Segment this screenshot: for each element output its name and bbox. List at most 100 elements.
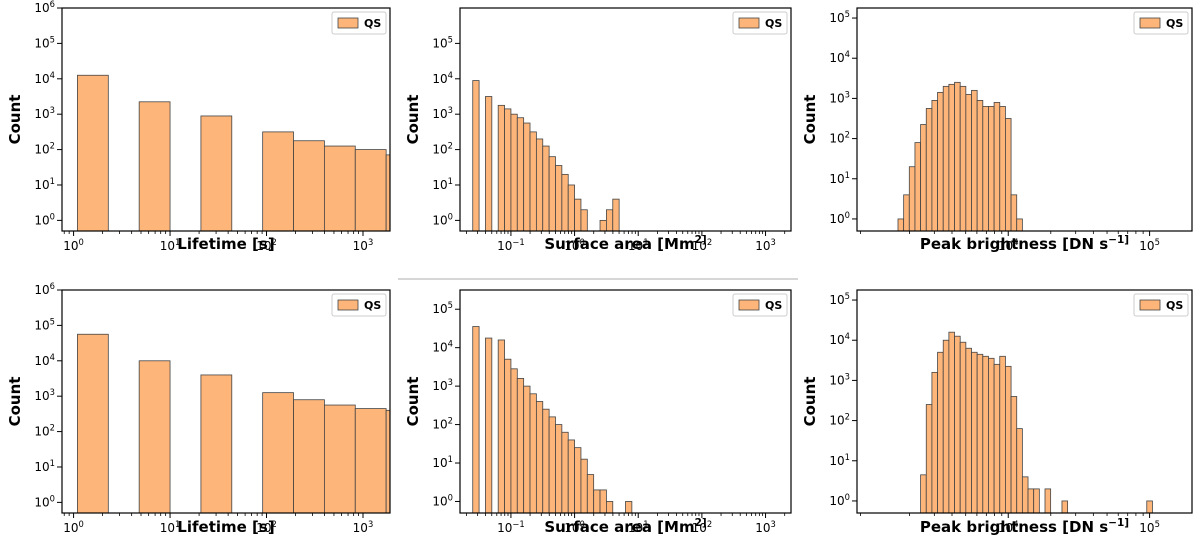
histogram-bar: [787, 439, 818, 513]
histogram-bar: [516, 378, 525, 513]
histogram-bar: [971, 351, 978, 513]
histogram-bar: [293, 399, 325, 513]
histogram-bar: [965, 93, 972, 231]
y-tick-label: 102: [829, 412, 850, 428]
legend-label: QS: [765, 299, 782, 312]
histogram-bar: [485, 96, 493, 231]
histogram-bar: [1146, 500, 1153, 513]
legend-label: QS: [1166, 17, 1183, 30]
y-tick-label: 102: [34, 141, 55, 157]
x-tick-label: 103: [353, 237, 374, 253]
histogram-bar: [561, 431, 569, 513]
histogram-bar: [993, 363, 1001, 513]
y-tick-label: 104: [34, 352, 55, 368]
y-tick-label: 101: [432, 454, 453, 470]
histogram-bar: [599, 219, 607, 231]
y-tick-label: 106: [34, 0, 55, 15]
histogram-bar: [999, 106, 1006, 231]
histogram-bar: [200, 374, 233, 513]
histogram-bar: [942, 339, 950, 513]
histogram-bar: [262, 131, 294, 231]
histogram-bar: [612, 198, 620, 231]
y-axis-label: Count: [6, 95, 24, 145]
y-tick-label: 103: [829, 89, 850, 105]
histogram-bar: [880, 448, 911, 513]
legend-box: [331, 293, 387, 317]
x-tick-label: 100: [63, 519, 84, 535]
y-tick-label: 102: [432, 416, 453, 432]
histogram-bar: [954, 81, 961, 231]
y-tick-label: 105: [34, 34, 55, 50]
histogram-bar: [138, 360, 171, 513]
y-tick-label: 101: [432, 176, 453, 192]
y-tick-label: 100: [34, 211, 55, 227]
histogram-bar: [849, 181, 880, 231]
legend-box: [331, 11, 387, 35]
histogram-bar: [586, 474, 595, 513]
y-tick-label: 105: [432, 34, 453, 50]
histogram-bar: [988, 106, 995, 231]
histogram-bar: [504, 108, 512, 231]
histogram-bar: [1065, 481, 1096, 513]
histogram-bar: [561, 173, 569, 231]
legend-box: [732, 293, 788, 317]
histogram-bar: [497, 339, 505, 513]
axes-frame: [459, 289, 792, 514]
histogram-bar: [385, 409, 390, 513]
histogram-bar: [982, 106, 989, 231]
y-tick-label: 103: [432, 105, 453, 121]
histogram-bar: [385, 154, 390, 231]
histogram-bar: [138, 101, 171, 231]
histogram-bar: [920, 124, 927, 231]
histogram-bar: [510, 113, 518, 231]
x-tick-label: 103: [353, 519, 374, 535]
y-tick-label: 105: [829, 291, 850, 307]
axes-frame: [856, 7, 1193, 232]
x-axis-label: Peak brightness [DN s−1]: [920, 234, 1129, 253]
histogram-bar: [959, 341, 967, 513]
legend-box: [1133, 11, 1189, 35]
y-tick-label: 100: [432, 492, 453, 508]
histogram-bars: [77, 74, 1096, 231]
legend-swatch: [337, 17, 359, 29]
histogram-bar: [555, 424, 563, 513]
y-tick-label: 100: [34, 493, 55, 509]
histogram-bar: [757, 178, 788, 231]
y-axis-label: Count: [6, 377, 24, 427]
histogram-bar: [965, 347, 972, 513]
y-tick-label: 102: [432, 141, 453, 157]
histogram-bar: [914, 142, 922, 231]
histogram-bar: [323, 404, 356, 513]
histogram-bars: [472, 326, 633, 513]
y-tick-label: 104: [829, 331, 850, 347]
histogram-bar: [1065, 210, 1096, 231]
legend-swatch: [1139, 299, 1161, 311]
histogram-bar: [504, 358, 512, 513]
y-tick-label: 101: [34, 176, 55, 192]
histogram-bar: [988, 357, 995, 513]
legend-box: [1133, 293, 1189, 317]
histogram-bar: [1034, 190, 1065, 231]
x-axis-label: Surface area [Mm2]: [544, 234, 706, 253]
histogram-bar: [599, 489, 607, 513]
histogram-bar: [529, 393, 537, 513]
histogram-bar: [1010, 194, 1018, 231]
legend-box: [732, 11, 788, 35]
histogram-bar: [1033, 488, 1040, 513]
histogram-bar: [293, 140, 325, 231]
histogram-bar: [942, 85, 950, 231]
histogram-bar: [548, 156, 556, 231]
histogram-bar: [77, 333, 109, 513]
axes-frame: [459, 7, 792, 232]
histogram-bar: [523, 122, 531, 231]
histogram-bar: [1005, 118, 1012, 231]
legend-swatch: [337, 299, 359, 311]
histogram-bar: [593, 489, 601, 513]
histogram-bars: [897, 81, 1023, 231]
histogram-bar: [920, 474, 927, 513]
legend: QS: [732, 11, 788, 35]
y-tick-label: 105: [829, 9, 850, 25]
histogram-bar: [580, 458, 588, 513]
histogram-bar: [954, 335, 961, 513]
